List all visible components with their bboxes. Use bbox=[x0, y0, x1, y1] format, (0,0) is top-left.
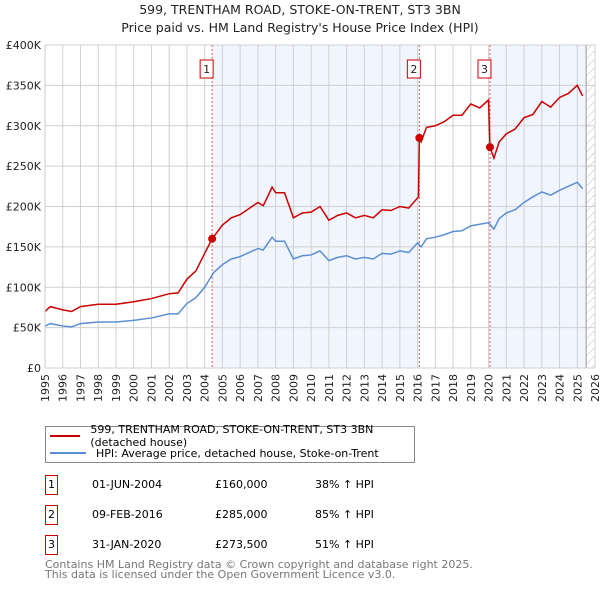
chart-subtitle: Price paid vs. HM Land Registry's House … bbox=[121, 20, 479, 35]
x-tick-label: 2013 bbox=[358, 374, 371, 402]
sale-row: 1 01-JUN-2004 £160,000 38% ↑ HPI bbox=[45, 475, 565, 495]
sale-price: £273,500 bbox=[215, 538, 268, 551]
x-tick-label: 2012 bbox=[341, 374, 354, 402]
sale-point bbox=[208, 234, 217, 243]
x-tick-label: 2023 bbox=[536, 374, 549, 402]
footer-line: This data is licensed under the Open Gov… bbox=[45, 568, 396, 581]
y-tick-label: £250K bbox=[6, 160, 42, 173]
x-tick-label: 2016 bbox=[412, 374, 425, 402]
x-tick-label: 2015 bbox=[394, 374, 407, 402]
marker-box bbox=[477, 59, 492, 79]
marker-box bbox=[406, 59, 421, 79]
legend-item-hpi: HPI: Average price, detached house, Stok… bbox=[50, 445, 379, 461]
x-tick-label: 1998 bbox=[92, 374, 105, 402]
x-tick-label: 2004 bbox=[199, 374, 212, 402]
sale-row: 3 31-JAN-2020 £273,500 51% ↑ HPI bbox=[45, 535, 565, 555]
x-tick-label: 2019 bbox=[465, 374, 478, 402]
sale-hpi: 38% ↑ HPI bbox=[315, 478, 374, 491]
sale-marker: 3 bbox=[45, 535, 58, 555]
sale-price: £285,000 bbox=[215, 508, 268, 521]
sale-date: 09-FEB-2016 bbox=[92, 508, 163, 521]
legend-swatch bbox=[50, 435, 81, 437]
legend-label: HPI: Average price, detached house, Stok… bbox=[96, 446, 379, 460]
x-tick-label: 1995 bbox=[39, 374, 52, 402]
x-tick-label: 2017 bbox=[429, 374, 442, 402]
x-tick-label: 2008 bbox=[270, 374, 283, 402]
footer: Contains HM Land Registry data © Crown c… bbox=[45, 558, 473, 581]
marker-label: 3 bbox=[481, 63, 488, 76]
x-tick-label: 2009 bbox=[287, 374, 300, 402]
x-tick-label: 2006 bbox=[234, 374, 247, 402]
sale-point bbox=[485, 143, 494, 152]
x-tick-label: 2025 bbox=[571, 374, 584, 402]
x-tick-label: 2007 bbox=[252, 374, 265, 402]
sale-marker: 1 bbox=[45, 475, 58, 495]
y-tick-label: £50K bbox=[13, 322, 42, 335]
x-tick-label: 2026 bbox=[589, 374, 600, 402]
sale-row: 2 09-FEB-2016 £285,000 85% ↑ HPI bbox=[45, 505, 565, 525]
marker-box bbox=[199, 59, 214, 79]
chart-title: 599, TRENTHAM ROAD, STOKE-ON-TRENT, ST3 … bbox=[139, 2, 461, 17]
legend: 599, TRENTHAM ROAD, STOKE-ON-TRENT, ST3 … bbox=[45, 423, 415, 463]
x-tick-label: 2020 bbox=[483, 374, 496, 402]
marker-label: 2 bbox=[410, 63, 417, 76]
sale-marker: 2 bbox=[45, 505, 58, 525]
x-tick-label: 2000 bbox=[128, 374, 141, 402]
x-tick-label: 2005 bbox=[216, 374, 229, 402]
sale-hpi: 85% ↑ HPI bbox=[315, 508, 374, 521]
sale-date: 01-JUN-2004 bbox=[92, 478, 163, 491]
footer-line: Contains HM Land Registry data © Crown c… bbox=[45, 558, 473, 571]
x-tick-label: 2003 bbox=[181, 374, 194, 402]
x-tick-label: 2022 bbox=[518, 374, 531, 402]
y-tick-label: £0 bbox=[27, 362, 41, 375]
x-tick-label: 2021 bbox=[500, 374, 513, 402]
sale-date: 31-JAN-2020 bbox=[92, 538, 162, 551]
x-tick-label: 2010 bbox=[305, 374, 318, 402]
y-tick-label: £100K bbox=[6, 281, 42, 294]
legend-label: 599, TRENTHAM ROAD, STOKE-ON-TRENT, ST3 … bbox=[90, 423, 374, 449]
chart-svg: 1995 1996 1997 1998 1999 2000 2001 2002 2003 2004… bbox=[6, 39, 600, 402]
y-tick-label: £400K bbox=[6, 39, 42, 52]
marker-label: 1 bbox=[203, 63, 210, 76]
series-line-property bbox=[44, 84, 584, 313]
x-tick-label: 2024 bbox=[554, 374, 567, 402]
x-tick-label: 2011 bbox=[323, 374, 336, 402]
x-tick-label: 2014 bbox=[376, 374, 389, 402]
sale-hpi: 51% ↑ HPI bbox=[315, 538, 374, 551]
series-line-hpi bbox=[44, 181, 584, 328]
y-tick-label: £150K bbox=[6, 241, 42, 254]
x-tick-label: 2002 bbox=[163, 374, 176, 402]
x-tick-label: 2001 bbox=[145, 374, 158, 402]
sale-price: £160,000 bbox=[215, 478, 268, 491]
x-tick-label: 1997 bbox=[74, 374, 87, 402]
x-tick-label: 1999 bbox=[110, 374, 123, 402]
legend-item-property: 599, TRENTHAM ROAD, STOKE-ON-TRENT, ST3 … bbox=[50, 423, 414, 449]
y-tick-label: £350K bbox=[6, 79, 42, 92]
y-tick-label: £300K bbox=[6, 120, 42, 133]
y-tick-label: £200K bbox=[6, 201, 42, 214]
x-tick-label: 1996 bbox=[57, 374, 70, 402]
x-tick-label: 2018 bbox=[447, 374, 460, 402]
legend-swatch bbox=[50, 452, 86, 454]
sale-point bbox=[415, 133, 424, 142]
